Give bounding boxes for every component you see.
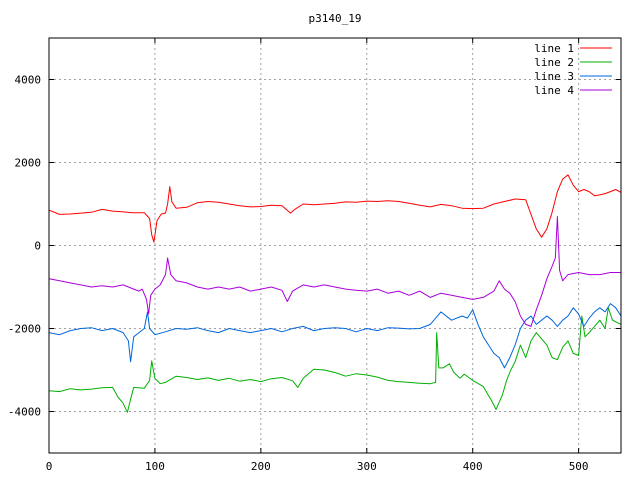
series-line-4 (48, 216, 622, 327)
y-tick-label: 4000 (15, 74, 42, 87)
series-line-1 (48, 174, 622, 243)
series-line-3 (48, 299, 622, 369)
axis-ticks: 0 100 200 300 400 500 -4000 -2000 0 2000 4000 (8, 38, 621, 473)
y-tick-label: -2000 (8, 323, 41, 336)
legend-label-4: line 4 (534, 84, 574, 97)
series-line-2 (48, 307, 622, 413)
grid (49, 38, 621, 453)
plot-series (48, 174, 622, 413)
x-tick-label: 400 (463, 460, 483, 473)
legend-label-2: line 2 (534, 56, 574, 69)
legend-label-3: line 3 (534, 70, 574, 83)
legend-label-1: line 1 (534, 42, 574, 55)
x-tick-label: 500 (569, 460, 589, 473)
x-tick-label: 300 (357, 460, 377, 473)
chart-title: p3140_19 (309, 12, 362, 25)
y-tick-label: -4000 (8, 406, 41, 419)
y-tick-label: 2000 (15, 157, 42, 170)
y-tick-label: 0 (34, 240, 41, 253)
x-tick-label: 0 (46, 460, 53, 473)
x-tick-label: 200 (251, 460, 271, 473)
x-tick-label: 100 (145, 460, 165, 473)
